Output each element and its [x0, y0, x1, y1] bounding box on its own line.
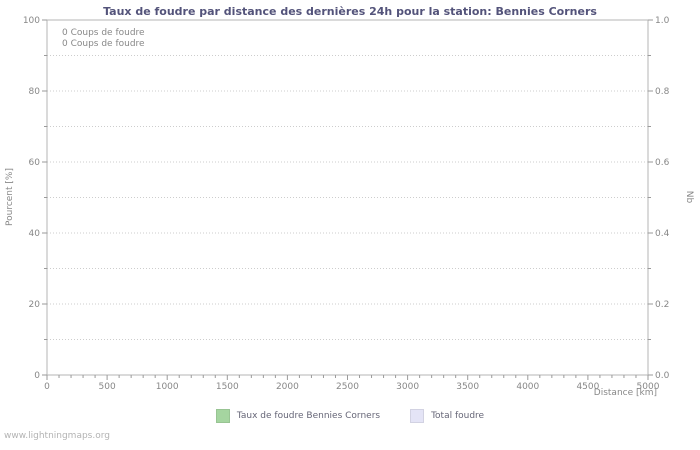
x-tick-label: 5000 — [637, 382, 660, 392]
x-axis-label: Distance [km] — [593, 388, 657, 398]
y-right-tick-label: 0.6 — [655, 158, 670, 168]
y-right-tick-label: 0.0 — [655, 371, 670, 381]
x-axis: 0 500 1000 1500 2000 2500 3000 3500 4000 4500 5000 — [44, 375, 660, 392]
y-axis-right: 0.0 0.2 0.4 0.6 0.8 1.0 — [648, 16, 670, 381]
y-left-tick-label: 40 — [29, 229, 41, 239]
x-tick-label: 4500 — [576, 382, 599, 392]
x-tick-label: 2000 — [276, 382, 299, 392]
legend-label-total: Total foudre — [431, 411, 485, 421]
legend-swatch-total — [410, 409, 425, 423]
x-tick-label: 0 — [44, 382, 50, 392]
chart-title: Taux de foudre par distance des dernière… — [103, 5, 597, 18]
y-left-tick-label: 0 — [34, 371, 40, 381]
legend: Taux de foudre Bennies Corners Total fou… — [0, 409, 700, 423]
legend-item-taux: Taux de foudre Bennies Corners — [215, 409, 381, 423]
x-tick-label: 4000 — [516, 382, 539, 392]
y-left-tick-label: 100 — [23, 16, 40, 26]
y-axis-left: 0 20 40 60 80 100 — [23, 16, 47, 381]
x-tick-label: 3000 — [396, 382, 419, 392]
y-axis-label-right: Nb — [684, 190, 694, 204]
gridlines — [47, 55, 648, 340]
x-tick-label: 3500 — [456, 382, 479, 392]
x-tick-label: 1000 — [156, 382, 179, 392]
y-left-tick-label: 80 — [29, 87, 41, 97]
y-left-tick-label: 60 — [29, 158, 41, 168]
y-axis-label-left: Pourcent [%] — [5, 168, 15, 226]
annotation-line-2: 0 Coups de foudre — [62, 39, 145, 49]
legend-swatch-taux — [215, 409, 230, 423]
x-tick-label: 1500 — [216, 382, 239, 392]
legend-label-taux: Taux de foudre Bennies Corners — [236, 411, 381, 421]
y-right-tick-label: 1.0 — [655, 16, 670, 26]
annotations: 0 Coups de foudre 0 Coups de foudre — [62, 28, 145, 50]
y-right-tick-label: 0.8 — [655, 87, 670, 97]
y-left-tick-label: 20 — [29, 300, 41, 310]
y-right-tick-label: 0.2 — [655, 300, 669, 310]
watermark-link[interactable]: www.lightningmaps.org — [4, 431, 110, 441]
x-tick-label: 2500 — [336, 382, 359, 392]
legend-item-total: Total foudre — [410, 409, 484, 423]
y-right-tick-label: 0.4 — [655, 229, 670, 239]
x-tick-label: 500 — [99, 382, 116, 392]
annotation-line-1: 0 Coups de foudre — [62, 28, 145, 38]
